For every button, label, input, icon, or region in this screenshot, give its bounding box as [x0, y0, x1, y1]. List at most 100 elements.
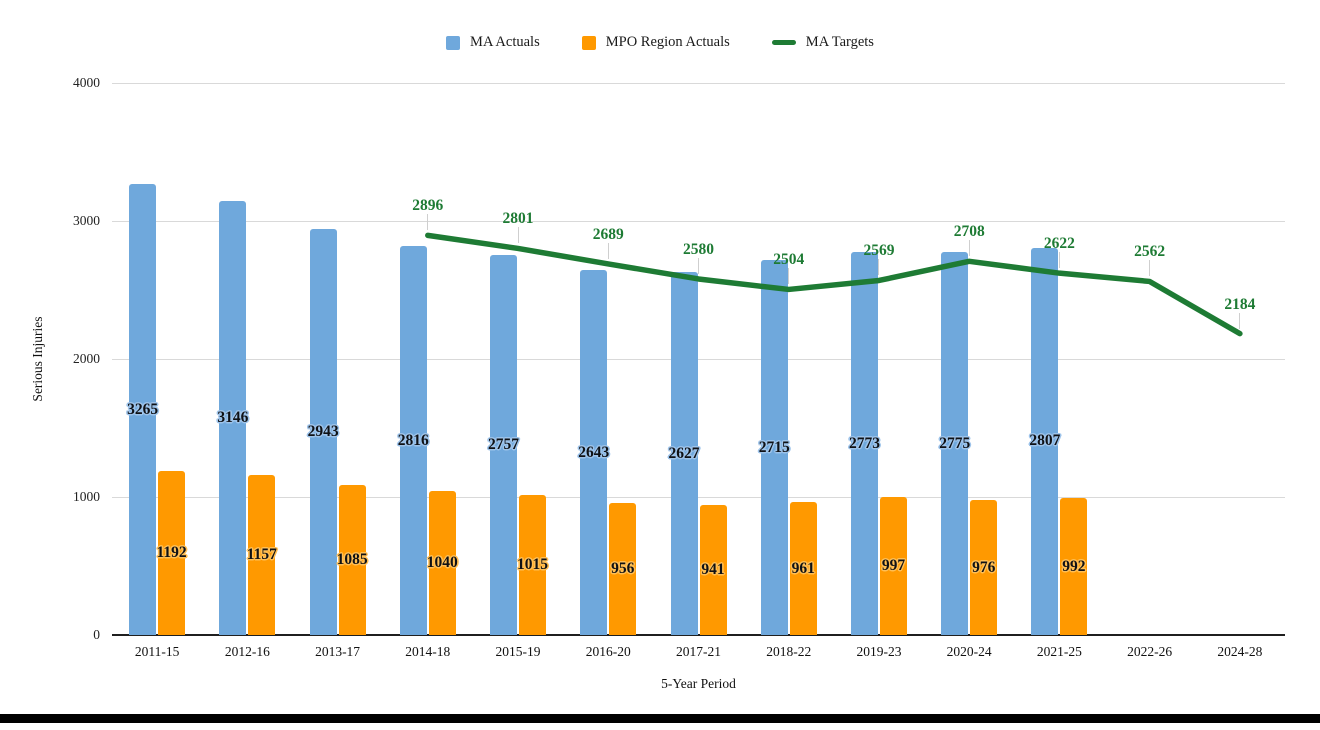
chart-legend: MA Actuals MPO Region Actuals MA Targets: [0, 34, 1320, 51]
ma-targets-value-label: 2896: [412, 197, 444, 215]
x-tick-label-2020-24: 2020-24: [946, 644, 992, 659]
ma-actuals-bar-2017-21: [670, 272, 698, 635]
ma-targets-value-label: 2689: [592, 225, 624, 243]
line-label-leader: [1058, 252, 1060, 269]
x-tick-label-2021-25: 2021-25: [1036, 644, 1082, 659]
ma-targets-value-label: 2184: [1224, 295, 1256, 313]
ma-actuals-bar-2021-25: [1031, 247, 1059, 635]
legend-swatch-square-icon: [446, 35, 461, 50]
page-bottom-border: [0, 714, 1320, 723]
y-tick-label-2000: 2000: [73, 351, 100, 366]
mpo-region-actuals-bar-2018-22: [789, 502, 817, 635]
gridline-1000: [112, 496, 1285, 498]
mpo-region-actuals-bar-2020-24: [970, 500, 998, 635]
line-label-leader: [878, 259, 880, 276]
legend-label: MA Actuals: [470, 34, 540, 50]
y-axis-title: Serious Injuries: [30, 316, 45, 402]
ma-actuals-bar-2013-17: [309, 228, 337, 635]
ma-actuals-bar-2020-24: [941, 252, 969, 635]
line-label-leader: [517, 227, 519, 244]
x-tick-label-2014-18: 2014-18: [405, 644, 451, 659]
mpo-region-actuals-value-label: 941: [701, 561, 725, 579]
ma-actuals-bar-2019-23: [850, 252, 878, 635]
mpo-region-actuals-bar-2015-19: [519, 494, 547, 635]
legend-item-mpo-region-actuals: MPO Region Actuals: [581, 34, 730, 51]
x-tick-label-2019-23: 2019-23: [856, 644, 902, 659]
mpo-region-actuals-value-label: 1192: [156, 543, 187, 561]
ma-actuals-value-label: 2807: [1029, 432, 1061, 450]
x-tick-label-2016-20: 2016-20: [585, 644, 631, 659]
mpo-region-actuals-value-label: 956: [611, 560, 635, 578]
x-tick-label-2013-17: 2013-17: [315, 644, 361, 659]
mpo-region-actuals-value-label: 1157: [246, 546, 277, 564]
ma-targets-value-label: 2569: [863, 242, 895, 260]
line-label-leader: [607, 242, 609, 259]
ma-actuals-bar-2012-16: [219, 200, 247, 635]
mpo-region-actuals-value-label: 976: [972, 558, 996, 576]
legend-swatch-square-icon: [581, 35, 596, 50]
x-tick-label-2015-19: 2015-19: [495, 644, 541, 659]
x-axis-title: 5-Year Period: [661, 676, 736, 691]
ma-actuals-value-label: 3146: [217, 408, 249, 426]
gridline-2000: [112, 358, 1285, 360]
ma-actuals-value-label: 2643: [578, 443, 610, 461]
ma-actuals-bar-2016-20: [580, 270, 608, 635]
mpo-region-actuals-bar-2014-18: [428, 491, 456, 635]
ma-actuals-value-label: 2627: [668, 444, 700, 462]
x-tick-label-2017-21: 2017-21: [675, 644, 721, 659]
ma-actuals-value-label: 2816: [397, 431, 429, 449]
ma-targets-value-label: 2708: [953, 223, 985, 241]
ma-actuals-value-label: 2775: [939, 434, 971, 452]
ma-actuals-bar-2018-22: [760, 260, 788, 635]
y-tick-label-4000: 4000: [73, 75, 100, 90]
ma-actuals-value-label: 2943: [307, 422, 339, 440]
legend-label: MPO Region Actuals: [605, 34, 730, 50]
mpo-region-actuals-value-label: 1085: [336, 551, 368, 569]
ma-actuals-value-label: 2773: [848, 434, 880, 452]
y-tick-label-3000: 3000: [73, 213, 100, 228]
legend-label: MA Targets: [805, 34, 874, 50]
ma-targets-value-label: 2504: [773, 251, 805, 269]
mpo-region-actuals-bar-2013-17: [338, 485, 366, 635]
x-tick-label-2011-15: 2011-15: [134, 644, 180, 659]
ma-targets-value-label: 2580: [683, 240, 714, 258]
legend-swatch-line-icon: [771, 40, 796, 45]
y-tick-label-1000: 1000: [73, 489, 100, 504]
mpo-region-actuals-bar-2011-15: [158, 470, 186, 635]
x-axis-line: [112, 634, 1285, 636]
gridline-3000: [112, 220, 1285, 222]
ma-actuals-bar-2015-19: [490, 254, 518, 635]
ma-actuals-bar-2014-18: [399, 246, 427, 635]
line-label-leader: [427, 214, 429, 231]
line-label-leader: [788, 268, 790, 285]
ma-actuals-bar-2011-15: [129, 184, 157, 635]
x-tick-label-2024-28: 2024-28: [1217, 644, 1263, 659]
x-tick-label-2022-26: 2022-26: [1127, 644, 1173, 659]
ma-actuals-value-label: 2757: [488, 435, 520, 453]
ma-actuals-value-label: 3265: [127, 400, 159, 418]
ma-targets-value-label: 2801: [502, 210, 534, 228]
legend-item-ma-targets: MA Targets: [771, 34, 874, 51]
mpo-region-actuals-value-label: 997: [881, 557, 906, 575]
mpo-region-actuals-value-label: 992: [1062, 557, 1086, 575]
gridline-4000: [112, 82, 1285, 84]
mpo-region-actuals-bar-2016-20: [609, 503, 637, 635]
mpo-region-actuals-value-label: 1040: [426, 554, 458, 572]
legend-item-ma-actuals: MA Actuals: [446, 34, 540, 51]
ma-actuals-value-label: 2715: [758, 438, 790, 456]
mpo-region-actuals-value-label: 1015: [517, 555, 549, 573]
x-tick-label-2018-22: 2018-22: [766, 644, 812, 659]
mpo-region-actuals-bar-2012-16: [248, 475, 276, 635]
x-tick-label-2012-16: 2012-16: [224, 644, 270, 659]
mpo-region-actuals-bar-2019-23: [879, 497, 907, 635]
line-label-leader: [698, 257, 699, 274]
line-label-leader: [1149, 260, 1151, 277]
mpo-region-actuals-value-label: 961: [791, 559, 815, 577]
ma-targets-value-label: 2622: [1043, 235, 1075, 253]
mpo-region-actuals-bar-2021-25: [1060, 498, 1088, 635]
ma-targets-value-label: 2562: [1134, 243, 1166, 261]
line-label-leader: [968, 240, 970, 257]
y-tick-label-0: 0: [93, 627, 100, 642]
